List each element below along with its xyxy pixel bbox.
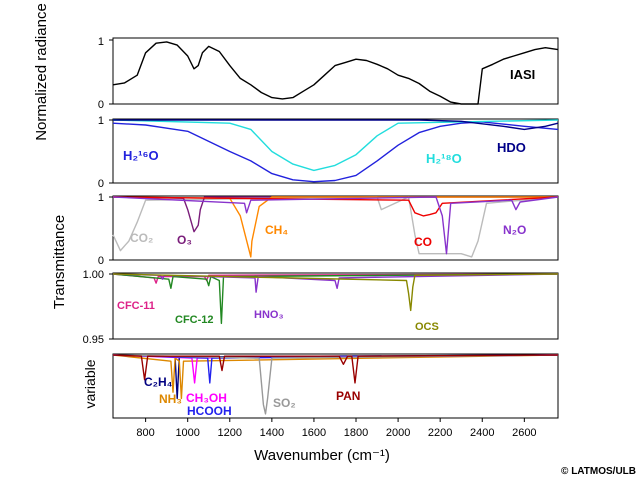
label-pan: PAN (336, 389, 360, 403)
panel-major-frame (112, 195, 559, 261)
x-tick-label: 1400 (260, 427, 284, 439)
label-iasi: IASI (510, 67, 535, 82)
x-tick-label: 2200 (428, 427, 452, 439)
series-line-minor-8833cc (112, 273, 559, 293)
label-n2o: N₂O (503, 223, 526, 237)
series-line-water-000088 (113, 119, 559, 131)
ytick-water-top: 1 (98, 115, 104, 127)
panel-water-series (112, 119, 559, 183)
x-tick-label: 1800 (344, 427, 368, 439)
y-label-variable: variable (82, 359, 98, 408)
ytick-water-bottom: 0 (98, 178, 104, 190)
ytick-radiance-top: 1 (98, 36, 104, 48)
series-line-minor-228822 (112, 273, 559, 325)
credit-label: © LATMOS/ULB (561, 466, 636, 477)
ytick-radiance-bottom: 0 (98, 99, 104, 111)
label-co: CO (414, 235, 432, 249)
x-tick-label: 1600 (302, 427, 326, 439)
label-co2: CO₂ (130, 231, 153, 245)
x-axis-label: Wavenumber (cm⁻¹) (254, 447, 390, 464)
y-label-normalized-radiance: Normalized radiance (33, 3, 50, 141)
y-tick-marks (109, 39, 113, 340)
label-cfc12: CFC-12 (175, 314, 214, 326)
series-line-variable-999999 (112, 354, 559, 415)
panel-water-frame (112, 118, 559, 184)
x-tick-label: 800 (136, 427, 154, 439)
ytick-major-top: 1 (98, 192, 104, 204)
label-ch3oh: CH₃OH (186, 391, 227, 405)
panel-radiance-frame (112, 37, 559, 105)
panel-variable-series (112, 354, 559, 415)
x-tick-label: 2000 (386, 427, 410, 439)
series-line-major-ff8800 (112, 196, 558, 258)
label-hcooh: HCOOH (187, 404, 232, 418)
panel-major-series (112, 196, 559, 258)
series-line-minor-888800 (112, 273, 559, 312)
x-tick-label: 1200 (218, 427, 242, 439)
ytick-minor-bottom: 0.95 (83, 334, 104, 346)
ytick-major-bottom: 0 (98, 255, 104, 267)
series-line-variable-dd8800 (112, 354, 559, 400)
x-tick-label: 2400 (470, 427, 494, 439)
label-ocs: OCS (415, 321, 439, 333)
series-line-major-bbbbbb (112, 196, 559, 258)
ytick-minor-top: 1.00 (83, 269, 104, 281)
x-tick-label: 1000 (175, 427, 199, 439)
label-cfc11: CFC-11 (117, 300, 155, 312)
label-o3: O₃ (177, 233, 192, 247)
label-c2h4: C₂H₄ (144, 375, 173, 389)
panel-variable-frame (112, 353, 559, 419)
x-tick-label: 2600 (512, 427, 536, 439)
label-so2: SO₂ (273, 396, 296, 410)
label-h2-18o: H₂¹⁸O (426, 151, 462, 166)
series-line-water-22dddd (112, 119, 559, 172)
y-label-transmittance: Transmittance (51, 215, 68, 309)
label-hno3: HNO₃ (254, 309, 284, 321)
panel-minor-series (112, 273, 559, 325)
panel-minor-frame (112, 272, 559, 340)
series-line-radiance-000000 (112, 41, 559, 105)
x-axis-ticks: 800 1000 1200 1400 1600 1800 2000 2200 2400 2600 (136, 418, 537, 439)
label-ch4: CH₄ (265, 223, 288, 237)
label-h2-16o: H₂¹⁶O (123, 148, 159, 163)
series-line-major-ee0000 (112, 196, 559, 217)
series-line-major-8833cc (112, 196, 559, 255)
series-line-variable-990000 (112, 354, 559, 384)
label-nh3: NH₃ (159, 392, 182, 406)
panel-radiance-series (112, 41, 559, 105)
label-hdo: HDO (497, 140, 526, 155)
series-line-water-2222dd (112, 121, 559, 183)
